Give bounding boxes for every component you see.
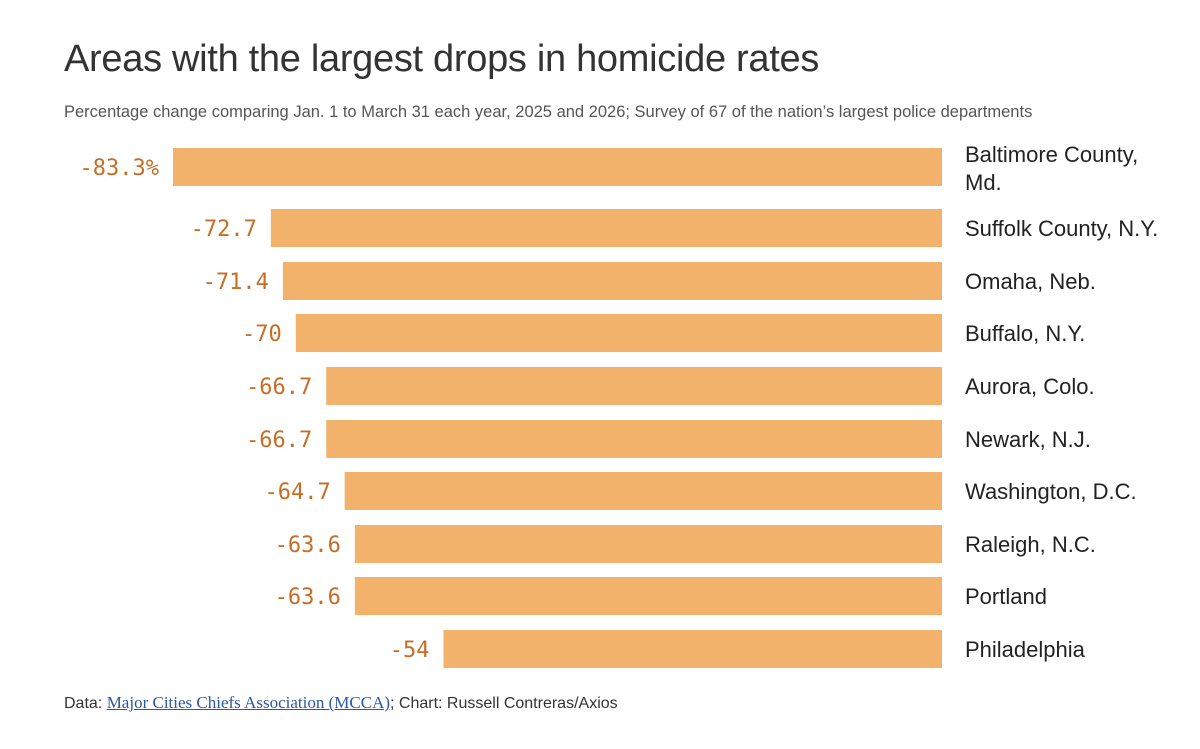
bar bbox=[295, 314, 943, 352]
category-label-line: Newark, N.J. bbox=[965, 427, 1091, 452]
bar bbox=[354, 577, 942, 615]
bar bbox=[344, 472, 942, 510]
category-label: Portland bbox=[965, 584, 1047, 609]
category-label-line: Baltimore County, bbox=[965, 142, 1138, 167]
category-label-line: Philadelphia bbox=[965, 637, 1086, 662]
source-note: Data: Major Cities Chiefs Association (M… bbox=[64, 693, 618, 713]
bar bbox=[173, 148, 942, 186]
bar-value-label: -70 bbox=[242, 322, 282, 347]
chart-subtitle: Percentage change comparing Jan. 1 to Ma… bbox=[64, 103, 1033, 121]
category-label: Raleigh, N.C. bbox=[965, 532, 1096, 557]
bar bbox=[443, 630, 942, 668]
bar bbox=[282, 262, 942, 300]
bar-value-label: -64.7 bbox=[264, 480, 330, 505]
bar bbox=[326, 367, 942, 405]
category-label: Baltimore County, Md. bbox=[965, 142, 1138, 195]
bar-value-label: -72.7 bbox=[191, 217, 257, 242]
category-label-line: Aurora, Colo. bbox=[965, 374, 1095, 399]
category-label: Suffolk County, N.Y. bbox=[965, 216, 1158, 241]
category-label-line: Raleigh, N.C. bbox=[965, 532, 1096, 557]
bar bbox=[354, 525, 942, 563]
source-link[interactable]: Major Cities Chiefs Association (MCCA) bbox=[106, 693, 391, 712]
bar-chart: -83.3% Baltimore County, Md. -72.7 Suffolk C… bbox=[80, 142, 1158, 668]
category-label-line: Portland bbox=[965, 584, 1047, 609]
bar bbox=[270, 209, 942, 247]
category-label-line: Md. bbox=[965, 170, 1002, 195]
category-label: Philadelphia bbox=[965, 637, 1086, 662]
category-label: Omaha, Neb. bbox=[965, 269, 1096, 294]
bar-value-label: -66.7 bbox=[246, 375, 312, 400]
bar-value-label: -66.7 bbox=[246, 428, 312, 453]
category-label: Newark, N.J. bbox=[965, 427, 1091, 452]
bar-value-label: -63.6 bbox=[275, 585, 341, 610]
bar-value-label: -63.6 bbox=[275, 533, 341, 558]
category-label: Washington, D.C. bbox=[965, 479, 1137, 504]
category-label-line: Washington, D.C. bbox=[965, 479, 1137, 504]
source-prefix: Data: bbox=[64, 695, 107, 712]
bar bbox=[326, 420, 942, 458]
category-label: Aurora, Colo. bbox=[965, 374, 1095, 399]
chart-title: Areas with the largest drops in homicide… bbox=[64, 38, 820, 80]
bar-value-label: -71.4 bbox=[203, 270, 269, 295]
source-suffix: ; Chart: Russell Contreras/Axios bbox=[390, 695, 618, 712]
bar-value-label: -83.3% bbox=[80, 156, 159, 181]
category-label-line: Omaha, Neb. bbox=[965, 269, 1096, 294]
bar-value-label: -54 bbox=[390, 638, 430, 663]
category-label-line: Suffolk County, N.Y. bbox=[965, 216, 1158, 241]
category-label-line: Buffalo, N.Y. bbox=[965, 321, 1085, 346]
category-label: Buffalo, N.Y. bbox=[965, 321, 1085, 346]
